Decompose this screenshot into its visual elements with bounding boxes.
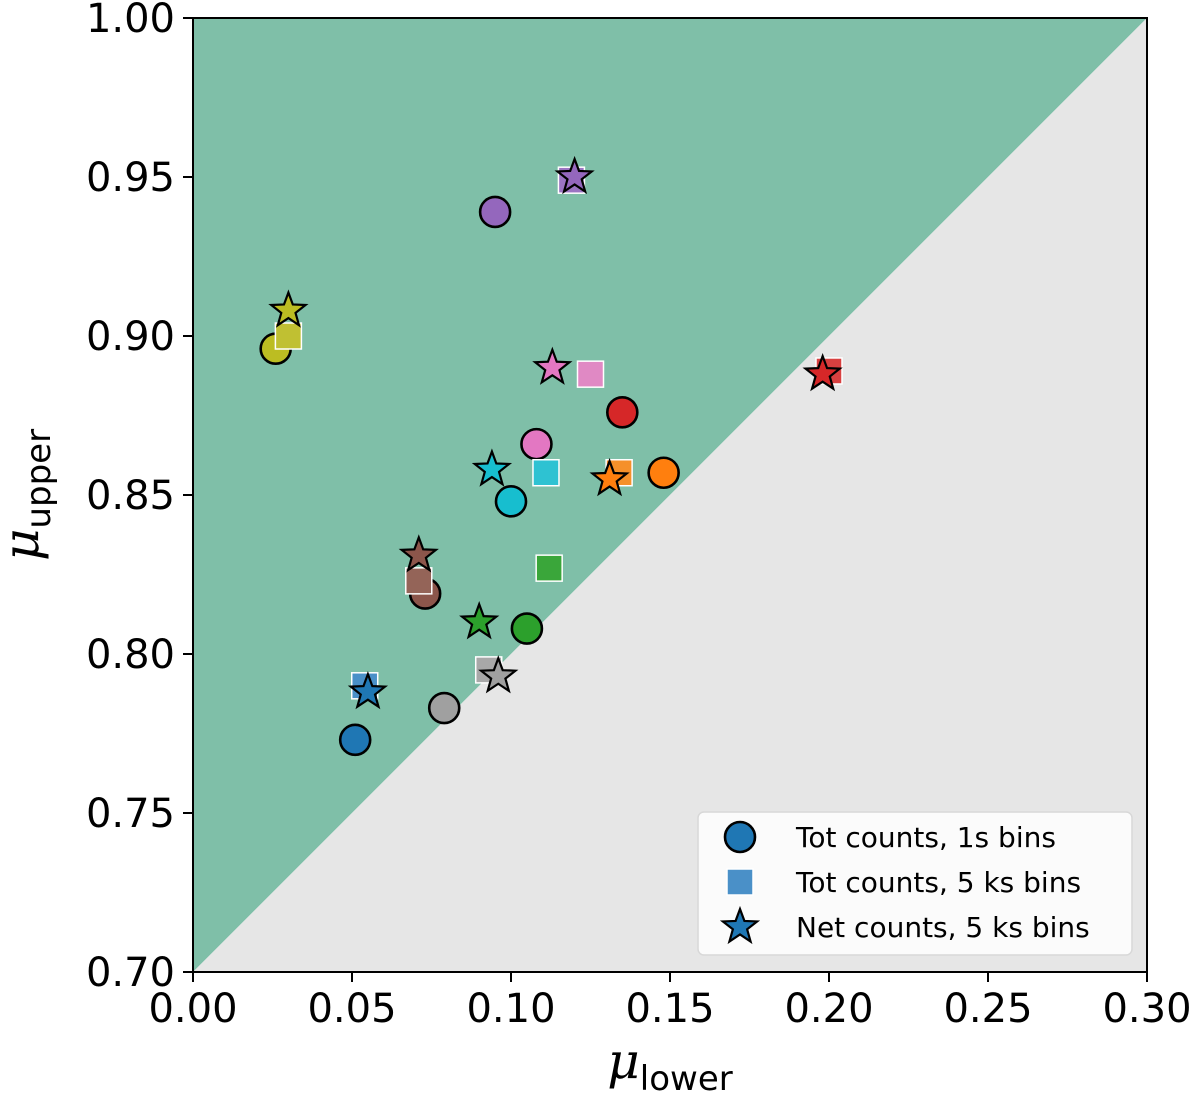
- x-tick-label: 0.25: [943, 986, 1032, 1032]
- star-point: [347, 670, 389, 710]
- y-tick-label: 0.75: [86, 791, 175, 837]
- series-star: [268, 155, 843, 710]
- series-circle: [259, 195, 680, 757]
- legend-item: Tot counts, 1s bins: [723, 820, 1056, 854]
- legend-star-marker: [719, 905, 761, 945]
- x-tick-label: 0.30: [1102, 986, 1191, 1032]
- square-point: [535, 554, 563, 582]
- y-tick-label: 1.00: [86, 0, 175, 42]
- circle-point: [478, 195, 512, 229]
- square-point: [576, 360, 605, 388]
- y-tick-label: 0.90: [86, 314, 175, 360]
- circle-point: [647, 456, 680, 490]
- circle-point: [494, 485, 528, 518]
- star-point: [589, 457, 630, 497]
- legend-label: Net counts, 5 ks bins: [796, 911, 1090, 944]
- circle-point: [605, 396, 639, 429]
- x-tick-label: 0.00: [148, 986, 237, 1032]
- legend-square-marker: [726, 868, 754, 896]
- star-point: [398, 534, 439, 573]
- legend-item: Tot counts, 5 ks bins: [726, 866, 1081, 899]
- x-tick-label: 0.15: [625, 986, 714, 1032]
- circle-point: [510, 612, 544, 645]
- x-axis-label: μlower: [607, 1032, 732, 1099]
- y-tick-label: 0.95: [86, 155, 175, 201]
- star-point: [268, 289, 309, 328]
- x-tick-label: 0.05: [307, 986, 396, 1032]
- square-point: [405, 567, 433, 595]
- legend-circle-marker: [723, 820, 757, 854]
- star-point: [554, 155, 595, 195]
- star-point: [802, 352, 843, 392]
- y-tick-label: 0.80: [86, 632, 175, 678]
- legend: Tot counts, 1s bins Tot counts, 5 ks bins…: [697, 811, 1133, 956]
- y-axis-label: μupper: [0, 429, 59, 561]
- circle-point: [338, 723, 372, 757]
- lower-region: [193, 18, 1147, 972]
- square-point: [274, 322, 303, 350]
- circle-point: [520, 427, 553, 461]
- star-point: [471, 448, 513, 487]
- circle-point: [427, 691, 461, 725]
- star-point: [478, 655, 519, 694]
- square-point: [532, 458, 560, 487]
- y-tick-label: 0.85: [86, 473, 175, 519]
- x-tick-label: 0.20: [784, 986, 873, 1032]
- star-point: [532, 346, 573, 385]
- y-tick-label: 0.70: [86, 950, 175, 996]
- legend-label: Tot counts, 5 ks bins: [795, 866, 1081, 899]
- legend-item: Net counts, 5 ks bins: [719, 905, 1090, 945]
- x-tick-label: 0.10: [466, 986, 555, 1032]
- legend-label: Tot counts, 1s bins: [795, 821, 1056, 854]
- legend-box: [697, 811, 1133, 956]
- star-point: [459, 601, 500, 640]
